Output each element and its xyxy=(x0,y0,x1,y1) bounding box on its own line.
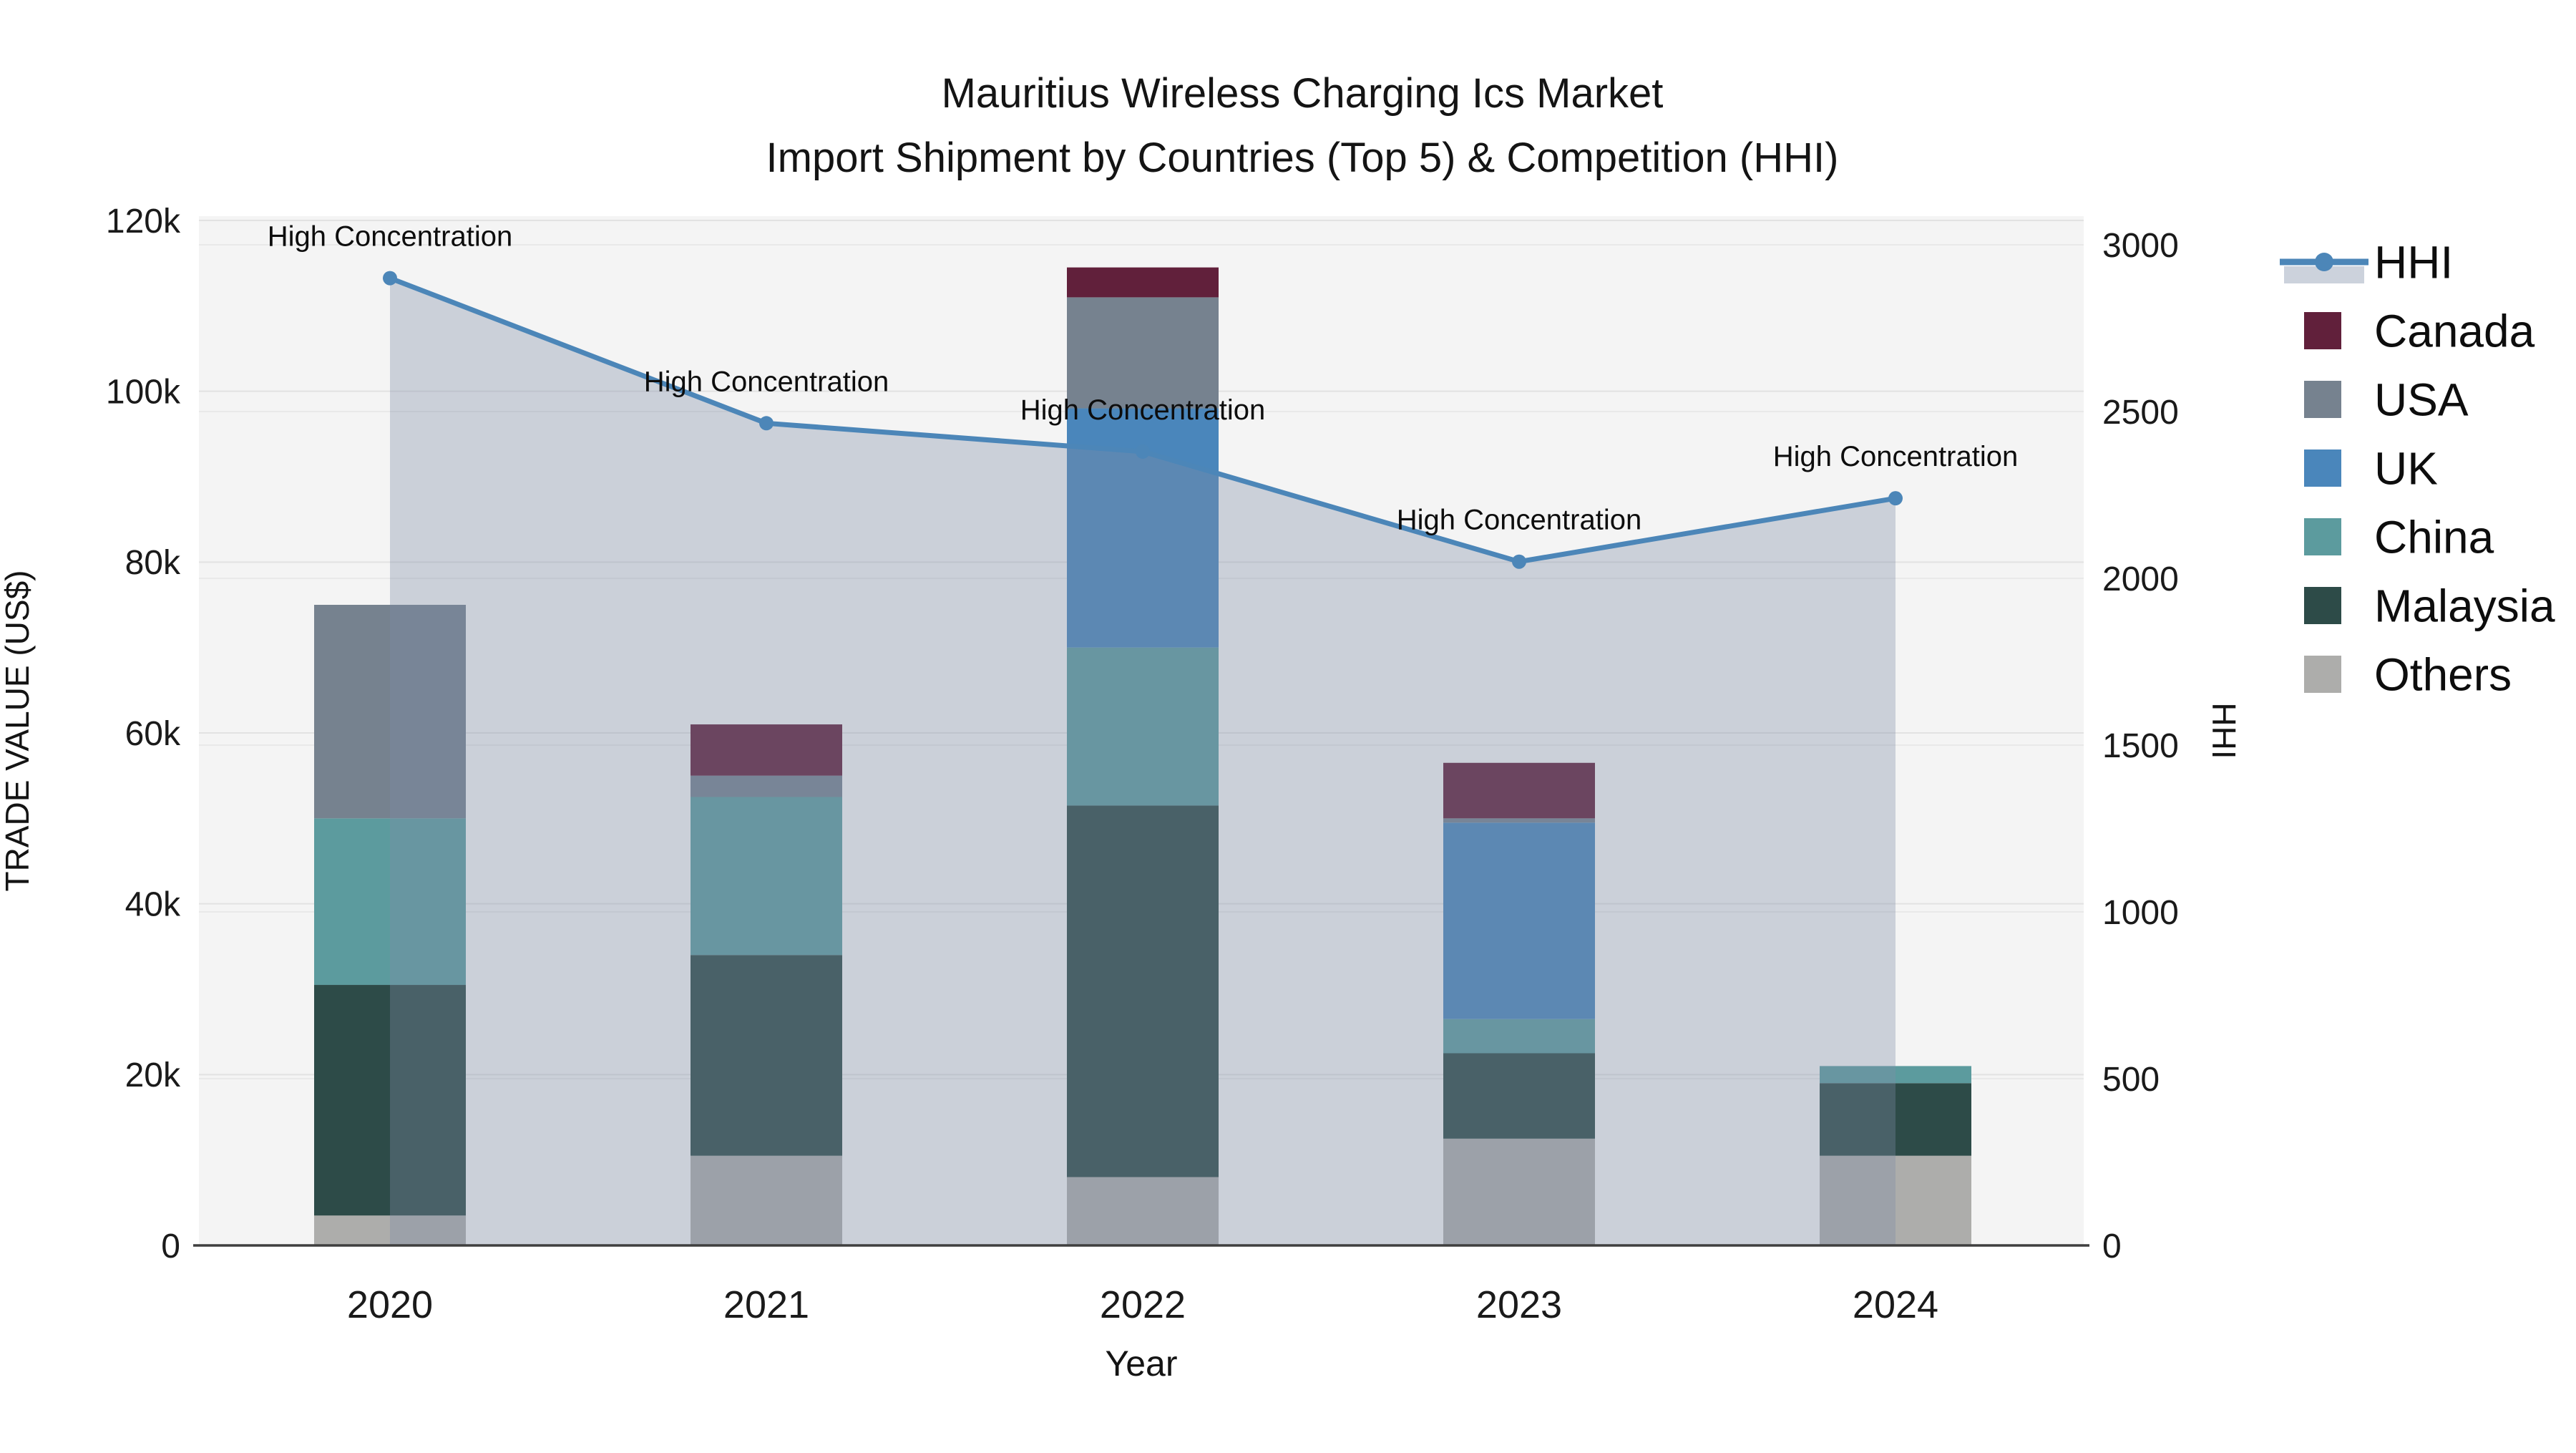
bar-segment-malaysia-2020[interactable] xyxy=(314,985,466,1216)
bar-segment-china-2023[interactable] xyxy=(1443,1019,1595,1054)
annotation-2024: High Concentration xyxy=(1773,441,2018,472)
legend-item-china[interactable]: China xyxy=(2304,511,2494,563)
y-right-tick-1500: 1500 xyxy=(2102,727,2179,765)
x-axis-title: Year xyxy=(1105,1343,1177,1384)
legend: HHI Canada USA UK China Malaysia Others xyxy=(2280,236,2555,700)
legend-swatch-usa xyxy=(2304,381,2341,418)
hhi-marker-2021[interactable] xyxy=(759,416,774,431)
chart-title-line2: Import Shipment by Countries (Top 5) & C… xyxy=(766,135,1839,181)
annotation-2023: High Concentration xyxy=(1397,505,1641,536)
legend-swatch-canada xyxy=(2304,312,2341,349)
legend-item-malaysia[interactable]: Malaysia xyxy=(2304,580,2555,631)
legend-item-hhi[interactable]: HHI xyxy=(2280,236,2453,288)
legend-label-malaysia: Malaysia xyxy=(2374,580,2555,631)
y-right-tick-0: 0 xyxy=(2102,1228,2122,1265)
bar-segment-china-2022[interactable] xyxy=(1067,647,1219,806)
annotation-2022: High Concentration xyxy=(1020,394,1265,426)
tick-labels: 0 20k 40k 60k 80k 100k 120k 0 500 1000 1500 2000 250… xyxy=(106,203,2179,1326)
y-left-tick-40k: 40k xyxy=(125,885,181,923)
y-right-tick-2500: 2500 xyxy=(2102,394,2179,432)
legend-label-hhi: HHI xyxy=(2374,236,2453,288)
hhi-line xyxy=(383,271,1903,569)
bar-segment-others-2023[interactable] xyxy=(1443,1138,1595,1245)
bar-segment-others-2024[interactable] xyxy=(1820,1155,1971,1245)
y-axis-title-left: TRADE VALUE (US$) xyxy=(0,570,36,891)
annotations: High Concentration High Concentration High… xyxy=(268,221,2018,536)
legend-swatch-china xyxy=(2304,518,2341,555)
y-left-tick-120k: 120k xyxy=(106,203,181,240)
bar-segment-malaysia-2022[interactable] xyxy=(1067,805,1219,1177)
y-left-tick-20k: 20k xyxy=(125,1056,181,1094)
legend-label-others: Others xyxy=(2374,648,2512,700)
bar-segment-china-2020[interactable] xyxy=(314,818,466,986)
legend-label-usa: USA xyxy=(2374,374,2469,425)
annotation-2020: High Concentration xyxy=(268,221,512,253)
y-right-tick-500: 500 xyxy=(2102,1061,2160,1099)
y-right-tick-3000: 3000 xyxy=(2102,227,2179,265)
hhi-marker-2023[interactable] xyxy=(1512,554,1526,569)
legend-swatch-uk xyxy=(2304,449,2341,487)
legend-label-uk: UK xyxy=(2374,442,2438,494)
hhi-marker-2024[interactable] xyxy=(1888,491,1903,506)
legend-swatch-malaysia xyxy=(2304,587,2341,624)
x-tick-2020: 2020 xyxy=(347,1283,433,1326)
legend-item-others[interactable]: Others xyxy=(2304,648,2512,700)
chart-title-line1: Mauritius Wireless Charging Ics Market xyxy=(942,70,1664,117)
x-tick-2024: 2024 xyxy=(1853,1283,1938,1326)
y-axis-title-right: HHI xyxy=(2205,702,2243,759)
bar-segment-china-2021[interactable] xyxy=(691,797,842,956)
bar-segment-others-2022[interactable] xyxy=(1067,1177,1219,1245)
bar-segment-others-2020[interactable] xyxy=(314,1215,466,1245)
legend-item-usa[interactable]: USA xyxy=(2304,374,2469,425)
hhi-legend-marker xyxy=(2315,253,2333,271)
y-left-tick-0: 0 xyxy=(161,1228,180,1265)
x-tick-2023: 2023 xyxy=(1476,1283,1562,1326)
y-left-tick-80k: 80k xyxy=(125,544,181,582)
hhi-area-fill xyxy=(390,278,1896,1246)
y-left-tick-60k: 60k xyxy=(125,715,181,753)
legend-label-canada: Canada xyxy=(2374,305,2535,356)
y-right-tick-1000: 1000 xyxy=(2102,894,2179,932)
x-tick-2022: 2022 xyxy=(1100,1283,1186,1326)
bar-segment-canada-2022[interactable] xyxy=(1067,267,1219,298)
bar-segment-usa-2023[interactable] xyxy=(1443,818,1595,823)
bar-segment-others-2021[interactable] xyxy=(691,1155,842,1245)
legend-label-china: China xyxy=(2374,511,2494,563)
bars xyxy=(314,267,1971,1245)
y-left-tick-100k: 100k xyxy=(106,373,181,411)
legend-item-uk[interactable]: UK xyxy=(2304,442,2438,494)
bar-segment-uk-2023[interactable] xyxy=(1443,822,1595,1019)
bar-segment-usa-2021[interactable] xyxy=(691,775,842,797)
bar-segment-malaysia-2023[interactable] xyxy=(1443,1053,1595,1139)
annotation-2021: High Concentration xyxy=(644,366,889,397)
x-tick-2021: 2021 xyxy=(723,1283,809,1326)
bar-segment-canada-2023[interactable] xyxy=(1443,762,1595,819)
legend-item-canada[interactable]: Canada xyxy=(2304,305,2535,356)
hhi-marker-2022[interactable] xyxy=(1136,444,1150,459)
legend-swatch-others xyxy=(2304,656,2341,693)
bar-segment-china-2024[interactable] xyxy=(1820,1066,1971,1084)
bar-segment-malaysia-2024[interactable] xyxy=(1820,1083,1971,1156)
bar-segment-malaysia-2021[interactable] xyxy=(691,955,842,1156)
bar-segment-canada-2021[interactable] xyxy=(691,724,842,776)
y-right-tick-2000: 2000 xyxy=(2102,560,2179,598)
hhi-area xyxy=(390,278,1896,1246)
bar-segment-usa-2020[interactable] xyxy=(314,605,466,819)
bar-segment-usa-2022[interactable] xyxy=(1067,297,1219,409)
hhi-marker-2020[interactable] xyxy=(383,271,397,286)
